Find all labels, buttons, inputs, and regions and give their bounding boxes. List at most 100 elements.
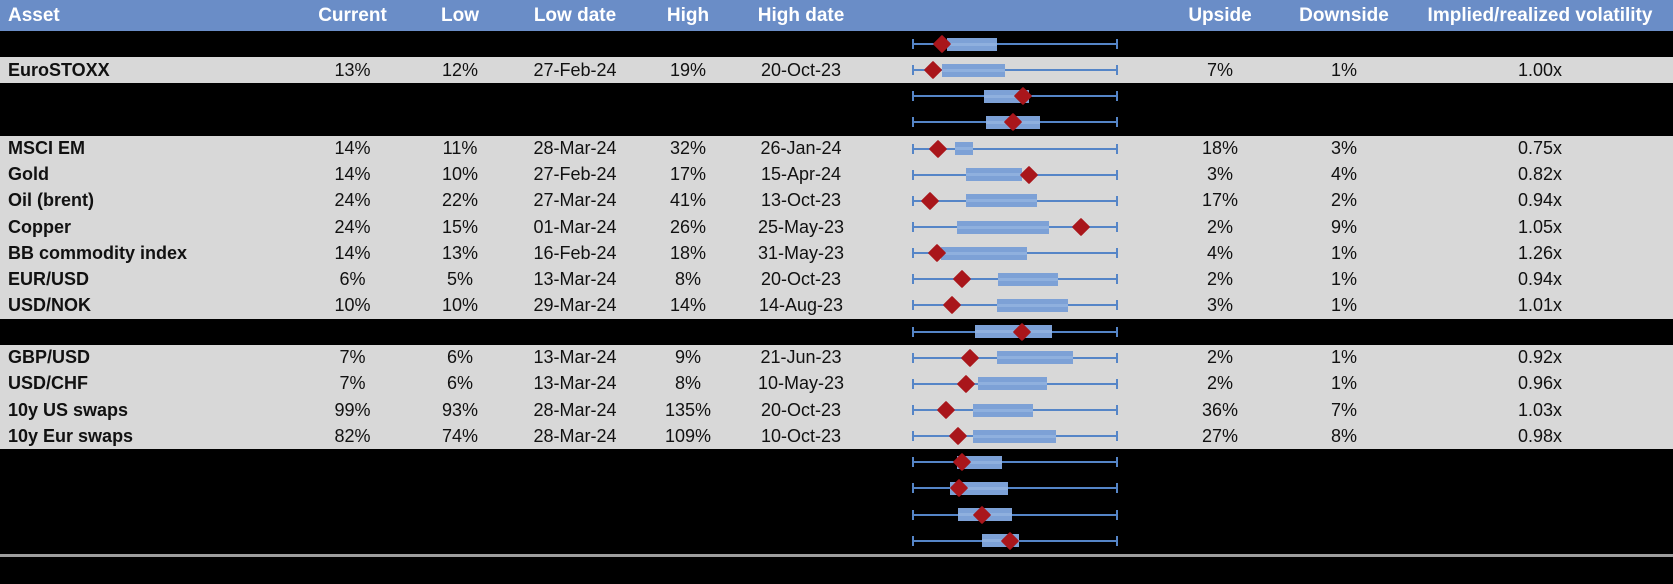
low_date-cell[interactable]: 27-Feb-24: [533, 164, 617, 185]
high-cell[interactable]: 41%: [669, 190, 707, 211]
header-asset[interactable]: Asset: [8, 4, 60, 26]
header-upside[interactable]: Upside: [1188, 4, 1252, 26]
asset-cell[interactable]: Oil (brent): [8, 190, 94, 211]
header-low[interactable]: Low: [441, 4, 479, 26]
low-cell[interactable]: 6%: [446, 347, 473, 368]
low_date-cell[interactable]: 13-Mar-24: [533, 268, 617, 289]
low_date-cell[interactable]: 29-Mar-24: [533, 294, 617, 315]
current-cell[interactable]: 10%: [334, 294, 371, 315]
high-cell[interactable]: 8%: [674, 268, 701, 289]
low-cell[interactable]: 22%: [441, 190, 479, 211]
current-cell[interactable]: 99%: [334, 399, 371, 420]
current-cell[interactable]: 14%: [334, 138, 371, 159]
asset-cell[interactable]: USD/CHF: [8, 373, 88, 394]
header-high[interactable]: High: [666, 4, 710, 26]
current-cell[interactable]: 14%: [334, 164, 371, 185]
high_date-cell[interactable]: 10-May-23: [757, 373, 845, 394]
downside-cell[interactable]: 2%: [1330, 190, 1357, 211]
implied_realized-cell[interactable]: 0.94x: [1517, 268, 1563, 289]
current-cell[interactable]: 82%: [334, 425, 371, 446]
upside-cell[interactable]: 3%: [1206, 164, 1233, 185]
implied_realized-cell[interactable]: 0.98x: [1517, 425, 1563, 446]
implied_realized-cell[interactable]: 1.05x: [1517, 216, 1563, 237]
implied_realized-cell[interactable]: 1.26x: [1517, 242, 1563, 263]
downside-cell[interactable]: 4%: [1330, 164, 1357, 185]
asset-cell[interactable]: EuroSTOXX: [8, 59, 110, 80]
implied_realized-cell[interactable]: 1.01x: [1517, 294, 1563, 315]
low-cell[interactable]: 10%: [441, 164, 479, 185]
low-cell[interactable]: 6%: [446, 373, 473, 394]
current-cell[interactable]: 6%: [339, 268, 366, 289]
low-cell[interactable]: 74%: [441, 425, 479, 446]
upside-cell[interactable]: 2%: [1206, 347, 1233, 368]
low_date-cell[interactable]: 16-Feb-24: [533, 242, 617, 263]
implied_realized-cell[interactable]: 0.96x: [1517, 373, 1563, 394]
high_date-cell[interactable]: 10-Oct-23: [760, 425, 842, 446]
header-current[interactable]: Current: [318, 4, 387, 26]
high_date-cell[interactable]: 15-Apr-24: [760, 164, 842, 185]
header-low_date[interactable]: Low date: [533, 4, 617, 26]
high-cell[interactable]: 18%: [669, 242, 707, 263]
low-cell[interactable]: 13%: [441, 242, 479, 263]
asset-cell[interactable]: USD/NOK: [8, 294, 92, 315]
upside-cell[interactable]: 36%: [1201, 399, 1239, 420]
downside-cell[interactable]: 7%: [1330, 399, 1357, 420]
downside-cell[interactable]: 1%: [1330, 242, 1357, 263]
high_date-cell[interactable]: 31-May-23: [757, 242, 845, 263]
upside-cell[interactable]: 7%: [1206, 59, 1233, 80]
current-cell[interactable]: 13%: [334, 59, 371, 80]
high_date-cell[interactable]: 13-Oct-23: [760, 190, 842, 211]
low_date-cell[interactable]: 28-Mar-24: [533, 425, 617, 446]
high-cell[interactable]: 32%: [669, 138, 707, 159]
upside-cell[interactable]: 2%: [1206, 373, 1233, 394]
high-cell[interactable]: 135%: [664, 399, 712, 420]
low_date-cell[interactable]: 13-Mar-24: [533, 347, 617, 368]
downside-cell[interactable]: 1%: [1330, 59, 1357, 80]
implied_realized-cell[interactable]: 0.92x: [1517, 347, 1563, 368]
low_date-cell[interactable]: 27-Feb-24: [533, 59, 617, 80]
asset-cell[interactable]: 10y US swaps: [8, 399, 129, 420]
upside-cell[interactable]: 18%: [1201, 138, 1239, 159]
low-cell[interactable]: 11%: [442, 138, 478, 159]
low-cell[interactable]: 15%: [441, 216, 479, 237]
high_date-cell[interactable]: 20-Oct-23: [760, 268, 842, 289]
upside-cell[interactable]: 4%: [1206, 242, 1233, 263]
low-cell[interactable]: 12%: [441, 59, 479, 80]
low_date-cell[interactable]: 28-Mar-24: [533, 399, 617, 420]
header-downside[interactable]: Downside: [1299, 4, 1389, 26]
header-high_date[interactable]: High date: [757, 4, 845, 26]
asset-cell[interactable]: Gold: [8, 164, 49, 185]
implied_realized-cell[interactable]: 0.75x: [1517, 138, 1563, 159]
low-cell[interactable]: 10%: [441, 294, 479, 315]
asset-cell[interactable]: Copper: [8, 216, 71, 237]
asset-cell[interactable]: BB commodity index: [8, 242, 188, 263]
high-cell[interactable]: 109%: [664, 425, 712, 446]
asset-cell[interactable]: MSCI EM: [8, 138, 86, 159]
header-implied_realized[interactable]: Implied/realized volatility: [1427, 4, 1653, 26]
high-cell[interactable]: 8%: [674, 373, 701, 394]
implied_realized-cell[interactable]: 1.03x: [1517, 399, 1563, 420]
low_date-cell[interactable]: 28-Mar-24: [533, 138, 617, 159]
asset-cell[interactable]: 10y Eur swaps: [8, 425, 134, 446]
low-cell[interactable]: 93%: [441, 399, 479, 420]
high_date-cell[interactable]: 21-Jun-23: [760, 347, 842, 368]
downside-cell[interactable]: 9%: [1330, 216, 1357, 237]
high_date-cell[interactable]: 20-Oct-23: [760, 59, 842, 80]
current-cell[interactable]: 24%: [334, 190, 371, 211]
downside-cell[interactable]: 1%: [1330, 373, 1357, 394]
high-cell[interactable]: 19%: [669, 59, 707, 80]
high_date-cell[interactable]: 14-Aug-23: [758, 294, 844, 315]
high-cell[interactable]: 26%: [669, 216, 707, 237]
upside-cell[interactable]: 2%: [1206, 216, 1233, 237]
implied_realized-cell[interactable]: 1.00x: [1517, 59, 1563, 80]
downside-cell[interactable]: 3%: [1330, 138, 1357, 159]
downside-cell[interactable]: 1%: [1330, 347, 1357, 368]
upside-cell[interactable]: 17%: [1201, 190, 1239, 211]
high-cell[interactable]: 14%: [669, 294, 707, 315]
downside-cell[interactable]: 8%: [1330, 425, 1357, 446]
upside-cell[interactable]: 27%: [1201, 425, 1239, 446]
upside-cell[interactable]: 3%: [1206, 294, 1233, 315]
low_date-cell[interactable]: 13-Mar-24: [533, 373, 617, 394]
upside-cell[interactable]: 2%: [1206, 268, 1233, 289]
downside-cell[interactable]: 1%: [1330, 268, 1357, 289]
